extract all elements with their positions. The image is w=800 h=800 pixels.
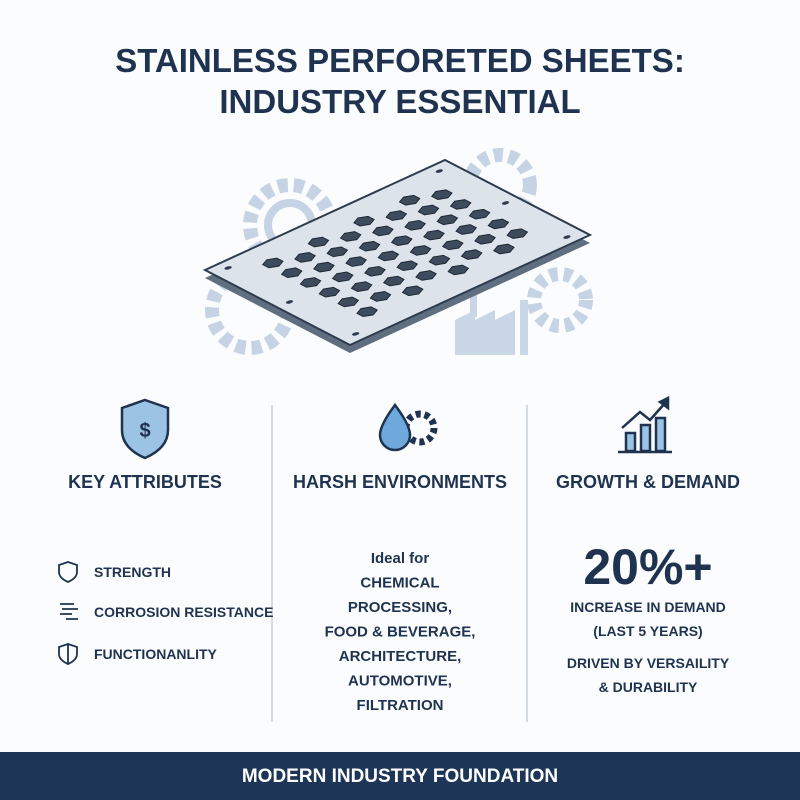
hole (445, 264, 471, 277)
hole (375, 250, 401, 263)
hole (504, 227, 530, 240)
hole (356, 240, 382, 253)
hole (389, 234, 415, 247)
drop-gear-icon (378, 402, 438, 452)
perforated-sheet (205, 160, 590, 353)
attribute-item: STRENGTH (94, 564, 171, 580)
footer-bar (0, 752, 800, 800)
hole (472, 233, 498, 246)
hole (421, 229, 447, 242)
note: & DURABILITY (599, 679, 698, 695)
bolt-hole (501, 201, 510, 205)
environment-line: FILTRATION (357, 697, 444, 714)
hole (316, 286, 342, 299)
stat: 20%+ (583, 539, 712, 595)
footer-text: MODERN INDUSTRY FOUNDATION (242, 766, 558, 787)
environment-line: CHEMICAL (360, 575, 439, 592)
hole (396, 194, 422, 207)
column-heading: HARSH ENVIRONMENTS (293, 472, 507, 492)
attribute-item: CORROSION RESISTANCE (94, 604, 273, 620)
bolt-hole (285, 300, 294, 304)
hole (260, 257, 286, 270)
hole (466, 208, 492, 221)
shield-icon: $ (120, 398, 170, 460)
hole (402, 219, 428, 232)
bolt-hole (352, 332, 360, 336)
factory (455, 292, 528, 355)
hole (297, 276, 323, 289)
hole (400, 284, 426, 297)
hole (343, 255, 369, 268)
hole (351, 215, 377, 228)
hole (440, 238, 466, 251)
hole (330, 270, 356, 283)
environment-line: Ideal for (371, 550, 430, 567)
column-heading: GROWTH & DEMAND (556, 472, 740, 492)
hole (279, 266, 305, 279)
hole (370, 225, 396, 238)
hole (485, 218, 511, 231)
hole (354, 305, 380, 318)
title-line: INDUSTRY ESSENTIAL (219, 83, 580, 120)
growth-chart-icon (618, 395, 672, 454)
bolt-hole (563, 235, 571, 239)
hole (459, 248, 485, 261)
hole (348, 280, 374, 293)
environment-line: ARCHITECTURE, (339, 648, 462, 665)
item-icons (58, 561, 78, 665)
hole (305, 236, 331, 249)
column-heading: KEY ATTRIBUTES (68, 472, 222, 492)
hole (407, 244, 433, 257)
svg-text:$: $ (139, 420, 150, 442)
hole (448, 198, 474, 211)
environment-line: PROCESSING, (348, 599, 452, 616)
hole (491, 243, 517, 256)
bolt-hole (435, 169, 443, 173)
environment-line: FOOD & BEVERAGE, (325, 624, 476, 641)
stat-caption: INCREASE IN DEMAND (570, 599, 726, 615)
hole (335, 296, 361, 309)
note: DRIVEN BY VERSAILITY (567, 655, 730, 671)
hole (426, 254, 452, 267)
hole (429, 188, 455, 201)
hole (381, 275, 407, 288)
hole (413, 269, 439, 282)
hole (453, 223, 479, 236)
stat-caption: (LAST 5 YEARS) (593, 623, 702, 639)
hole (394, 259, 420, 272)
hole (367, 290, 393, 303)
hole (383, 209, 409, 222)
hole (338, 230, 364, 243)
attribute-item: FUNCTIONANLITY (94, 646, 218, 662)
hole (362, 265, 388, 278)
hole (415, 204, 441, 217)
hole (434, 213, 460, 226)
bolt-hole (224, 266, 232, 270)
hole (324, 245, 350, 258)
title-line: STAINLESS PERFORETED SHEETS: (115, 42, 685, 79)
hole (292, 251, 318, 264)
hole (311, 261, 337, 274)
environment-line: AUTOMOTIVE, (348, 673, 452, 690)
